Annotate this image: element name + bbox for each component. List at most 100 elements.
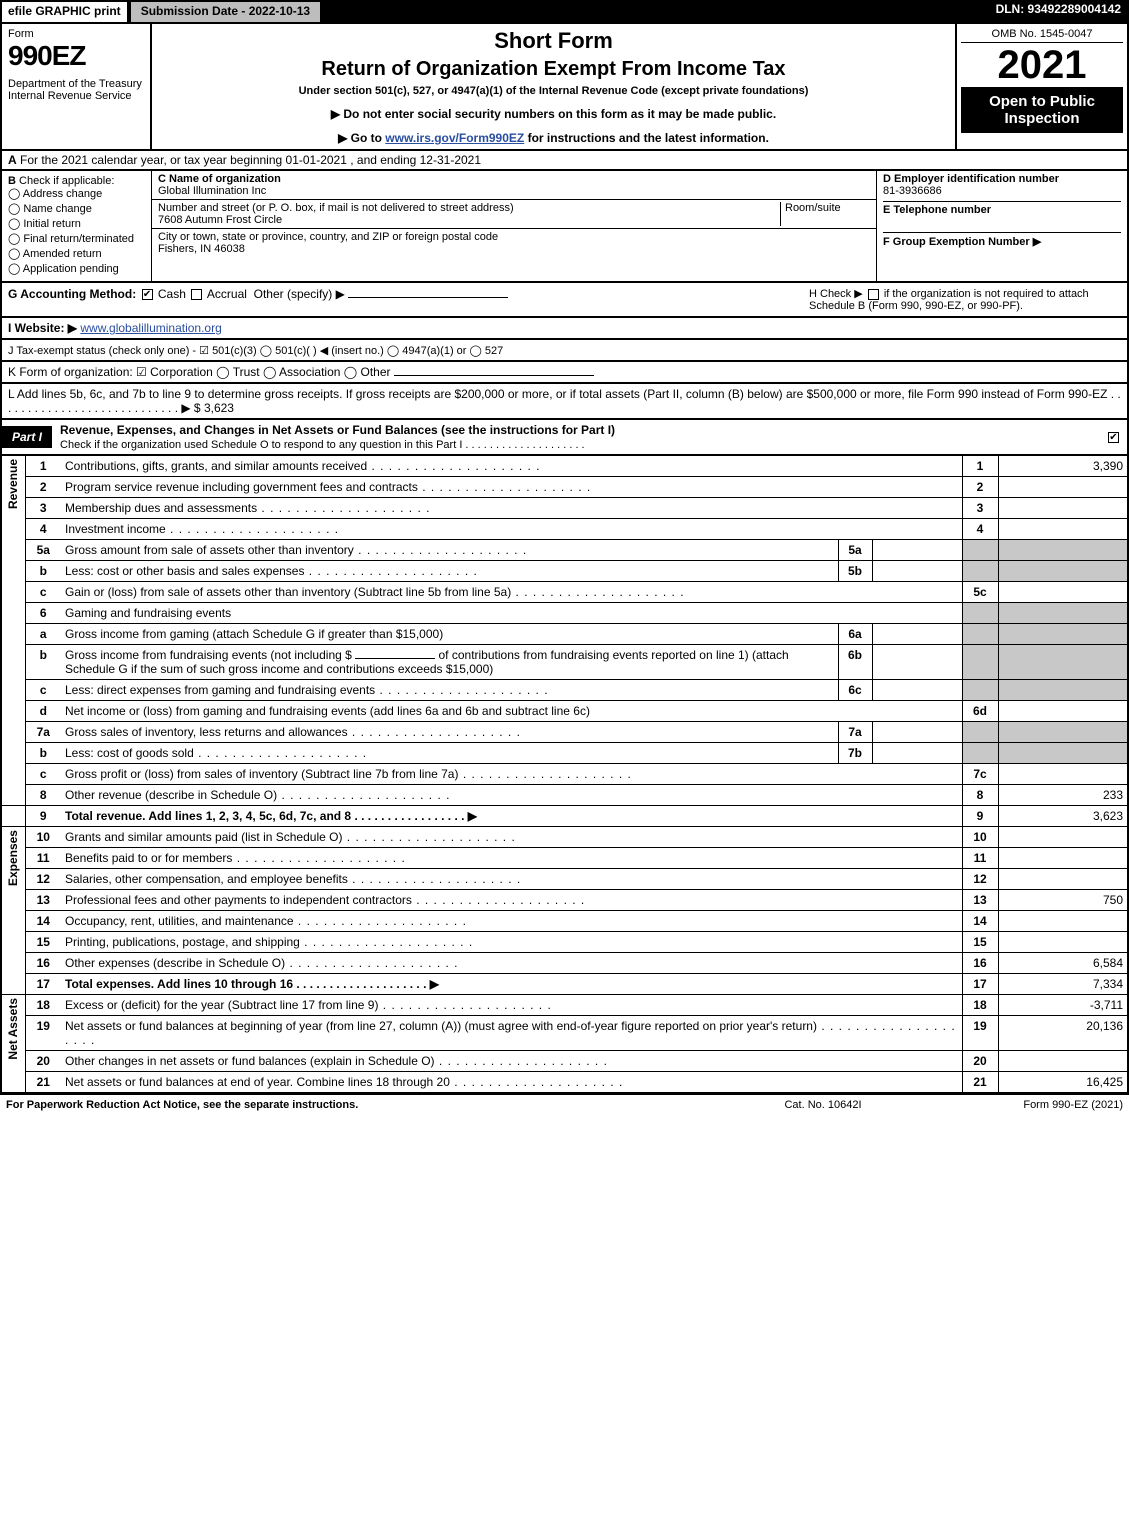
rv-4: [998, 519, 1128, 540]
netassets-label: Net Assets: [1, 995, 25, 1094]
rv-5b-shade: [998, 561, 1128, 582]
sn-7b: 7b: [838, 743, 872, 764]
rv-12: [998, 869, 1128, 890]
rn-6b-shade: [962, 645, 998, 680]
desc-7c: Gross profit or (loss) from sales of inv…: [61, 764, 962, 785]
b-opt-pending[interactable]: ◯ Application pending: [8, 262, 145, 275]
form-title-block: Short Form Return of Organization Exempt…: [152, 24, 957, 149]
part-i-bar: Part I Revenue, Expenses, and Changes in…: [0, 420, 1129, 456]
sn-5a: 5a: [838, 540, 872, 561]
b-opt-0: Address change: [23, 188, 103, 200]
form-header: Form 990EZ Department of the Treasury In…: [0, 24, 1129, 151]
b-opt-name[interactable]: ◯ Name change: [8, 202, 145, 215]
ln-7a: 7a: [25, 722, 61, 743]
ln-2: 2: [25, 477, 61, 498]
rn-7c: 7c: [962, 764, 998, 785]
page-footer: For Paperwork Reduction Act Notice, see …: [0, 1094, 1129, 1115]
desc-11: Benefits paid to or for members: [61, 848, 962, 869]
rv-15: [998, 932, 1128, 953]
line-i: I Website: ▶ www.globalillumination.org: [0, 318, 1129, 340]
b-label: B: [8, 175, 16, 187]
desc-2: Program service revenue including govern…: [61, 477, 962, 498]
sn-7a: 7a: [838, 722, 872, 743]
rv-5c: [998, 582, 1128, 603]
b-opt-final[interactable]: ◯ Final return/terminated: [8, 232, 145, 245]
rn-21: 21: [962, 1072, 998, 1094]
sn-6a: 6a: [838, 624, 872, 645]
rv-6a-shade: [998, 624, 1128, 645]
line-l: L Add lines 5b, 6c, and 7b to line 9 to …: [0, 384, 1129, 420]
part-i-title-text: Revenue, Expenses, and Changes in Net As…: [60, 423, 615, 437]
rn-19: 19: [962, 1016, 998, 1051]
rn-12: 12: [962, 869, 998, 890]
rv-7b-shade: [998, 743, 1128, 764]
ln-9: 9: [25, 806, 61, 827]
b-opt-amended[interactable]: ◯ Amended return: [8, 247, 145, 260]
year-block: OMB No. 1545-0047 2021 Open to Public In…: [957, 24, 1127, 149]
ln-3: 3: [25, 498, 61, 519]
sv-6c: [872, 680, 962, 701]
sv-6b: [872, 645, 962, 680]
rn-3: 3: [962, 498, 998, 519]
g-cash-check[interactable]: ✔: [142, 289, 153, 300]
ln-8: 8: [25, 785, 61, 806]
c-city-row: City or town, state or province, country…: [152, 229, 876, 257]
line-g-h: G Accounting Method: ✔ Cash Accrual Othe…: [0, 283, 1129, 318]
h-check[interactable]: [868, 289, 879, 300]
contrib-blank[interactable]: [355, 658, 435, 659]
d-block: D Employer identification number 81-3936…: [883, 173, 1121, 197]
org-name: Global Illumination Inc: [158, 185, 266, 197]
b-opt-4: Amended return: [23, 248, 102, 260]
b-opt-initial[interactable]: ◯ Initial return: [8, 217, 145, 230]
desc-6a: Gross income from gaming (attach Schedul…: [61, 624, 838, 645]
rn-4: 4: [962, 519, 998, 540]
rv-1: 3,390: [998, 456, 1128, 477]
rn-2: 2: [962, 477, 998, 498]
irs-link[interactable]: www.irs.gov/Form990EZ: [385, 131, 524, 145]
part-i-title: Revenue, Expenses, and Changes in Net As…: [52, 420, 1106, 454]
sn-6c: 6c: [838, 680, 872, 701]
rv-19: 20,136: [998, 1016, 1128, 1051]
sv-5b: [872, 561, 962, 582]
rn-5a-shade: [962, 540, 998, 561]
desc-5b: Less: cost or other basis and sales expe…: [61, 561, 838, 582]
desc-10: Grants and similar amounts paid (list in…: [61, 827, 962, 848]
desc-7b: Less: cost of goods sold: [61, 743, 838, 764]
b-opt-2: Initial return: [23, 218, 80, 230]
desc-7a: Gross sales of inventory, less returns a…: [61, 722, 838, 743]
rn-8: 8: [962, 785, 998, 806]
ln-18: 18: [25, 995, 61, 1016]
desc-6d: Net income or (loss) from gaming and fun…: [61, 701, 962, 722]
rn-7b-shade: [962, 743, 998, 764]
h-text1: H Check ▶: [809, 288, 863, 300]
street-lbl: Number and street (or P. O. box, if mail…: [158, 202, 514, 214]
rv-5a-shade: [998, 540, 1128, 561]
part-i-table: Revenue 1 Contributions, gifts, grants, …: [0, 456, 1129, 1094]
ln-21: 21: [25, 1072, 61, 1094]
part-i-check[interactable]: ✔: [1106, 430, 1127, 444]
line-k: K Form of organization: ☑ Corporation ◯ …: [0, 362, 1129, 384]
rn-9: 9: [962, 806, 998, 827]
g-other-line[interactable]: [348, 297, 508, 298]
rn-7a-shade: [962, 722, 998, 743]
spacer: [322, 0, 987, 24]
website-link[interactable]: www.globalillumination.org: [80, 321, 221, 335]
ln-5a: 5a: [25, 540, 61, 561]
rn-6d: 6d: [962, 701, 998, 722]
tax-year: 2021: [961, 45, 1123, 85]
k-other-line[interactable]: [394, 375, 594, 376]
goto-post: for instructions and the latest informat…: [524, 131, 769, 145]
g-accrual-check[interactable]: [191, 289, 202, 300]
line-j: J Tax-exempt status (check only one) - ☑…: [0, 340, 1129, 362]
rv-2: [998, 477, 1128, 498]
b-opt-address[interactable]: ◯ Address change: [8, 187, 145, 200]
ln-10: 10: [25, 827, 61, 848]
rv-21: 16,425: [998, 1072, 1128, 1094]
desc-5c: Gain or (loss) from sale of assets other…: [61, 582, 962, 603]
rv-3: [998, 498, 1128, 519]
rn-20: 20: [962, 1051, 998, 1072]
rv-9: 3,623: [998, 806, 1128, 827]
efile-label[interactable]: efile GRAPHIC print: [0, 0, 129, 24]
g-lbl: G Accounting Method:: [8, 287, 136, 301]
desc-18: Excess or (deficit) for the year (Subtra…: [61, 995, 962, 1016]
